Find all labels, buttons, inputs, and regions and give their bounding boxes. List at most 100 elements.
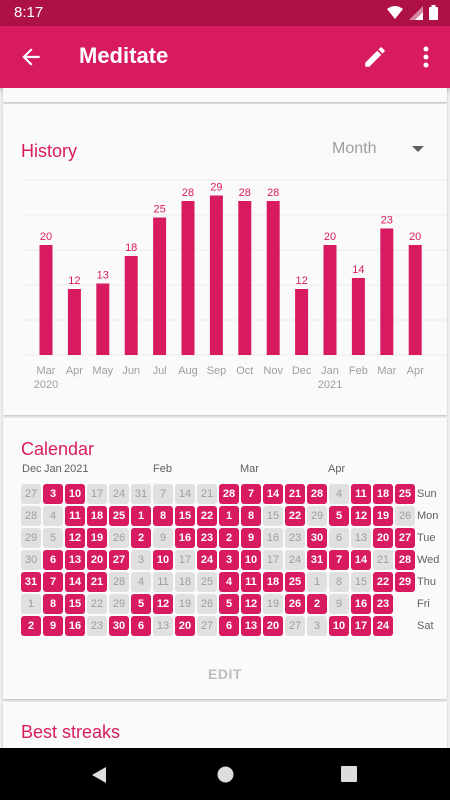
calendar-day-unchecked[interactable]: 8 [329,572,349,592]
calendar-day-checked[interactable]: 8 [153,506,173,526]
calendar-day-checked[interactable]: 13 [65,550,85,570]
calendar-day-unchecked[interactable]: 18 [175,572,195,592]
calendar-day-unchecked[interactable]: 16 [263,528,283,548]
calendar-day-checked[interactable]: 28 [307,484,327,504]
calendar-day-checked[interactable]: 29 [395,572,415,592]
calendar-day-checked[interactable]: 20 [87,550,107,570]
calendar-day-unchecked[interactable]: 15 [351,572,371,592]
calendar-day-checked[interactable]: 1 [219,506,239,526]
calendar-day-unchecked[interactable]: 30 [21,550,41,570]
calendar-day-unchecked[interactable]: 24 [109,484,129,504]
calendar-day-unchecked[interactable]: 11 [153,572,173,592]
calendar-day-checked[interactable]: 18 [373,484,393,504]
calendar-day-checked[interactable]: 16 [65,616,85,636]
period-select[interactable]: Month [332,140,377,157]
calendar-day-checked[interactable]: 11 [241,572,261,592]
calendar-day-checked[interactable]: 15 [65,594,85,614]
calendar-day-checked[interactable]: 21 [285,484,305,504]
nav-back-icon[interactable] [90,766,108,784]
calendar-day-unchecked[interactable]: 1 [21,594,41,614]
calendar-day-checked[interactable]: 28 [395,550,415,570]
calendar-day-checked[interactable]: 2 [219,528,239,548]
calendar-day-checked[interactable]: 31 [21,572,41,592]
calendar-day-unchecked[interactable]: 9 [329,594,349,614]
calendar-day-checked[interactable]: 10 [329,616,349,636]
calendar-day-checked[interactable]: 22 [197,506,217,526]
calendar-day-checked[interactable]: 27 [109,550,129,570]
calendar-day-checked[interactable]: 7 [43,572,63,592]
calendar-day-unchecked[interactable]: 4 [43,506,63,526]
calendar-day-checked[interactable]: 20 [373,528,393,548]
calendar-day-checked[interactable]: 31 [307,550,327,570]
chevron-down-icon[interactable] [412,146,424,152]
calendar-day-unchecked[interactable]: 15 [263,506,283,526]
calendar-day-checked[interactable]: 5 [219,594,239,614]
calendar-day-unchecked[interactable]: 7 [153,484,173,504]
calendar-day-checked[interactable]: 11 [65,506,85,526]
calendar-day-checked[interactable]: 7 [329,550,349,570]
calendar-day-unchecked[interactable]: 13 [153,616,173,636]
calendar-day-checked[interactable]: 12 [153,594,173,614]
calendar-day-checked[interactable]: 3 [219,550,239,570]
calendar-day-checked[interactable]: 16 [351,594,371,614]
calendar-day-checked[interactable]: 20 [175,616,195,636]
calendar-day-checked[interactable]: 2 [131,528,151,548]
calendar-day-checked[interactable]: 14 [263,484,283,504]
scroll-content[interactable]: History Month 20 Mar 2020 12 Apr 13 May 18 Jun 25… [0,88,450,748]
calendar-day-checked[interactable]: 13 [241,616,261,636]
calendar-day-unchecked[interactable]: 19 [263,594,283,614]
calendar-day-checked[interactable]: 24 [373,616,393,636]
calendar-day-unchecked[interactable]: 3 [307,616,327,636]
calendar-day-checked[interactable]: 6 [131,616,151,636]
nav-recents-icon[interactable] [341,766,357,782]
calendar-day-checked[interactable]: 6 [219,616,239,636]
calendar-day-unchecked[interactable]: 19 [175,594,195,614]
calendar-day-unchecked[interactable]: 4 [131,572,151,592]
calendar-day-unchecked[interactable]: 1 [307,572,327,592]
calendar-day-unchecked[interactable]: 29 [21,528,41,548]
calendar-day-checked[interactable]: 14 [65,572,85,592]
calendar-day-checked[interactable]: 25 [285,572,305,592]
calendar-day-unchecked[interactable]: 28 [109,572,129,592]
calendar-day-checked[interactable]: 5 [131,594,151,614]
calendar-day-checked[interactable]: 17 [351,616,371,636]
calendar-day-checked[interactable]: 27 [395,528,415,548]
calendar-day-checked[interactable]: 2 [21,616,41,636]
more-vert-icon[interactable] [418,44,434,70]
calendar-day-checked[interactable]: 22 [373,572,393,592]
calendar-day-checked[interactable]: 25 [395,484,415,504]
calendar-day-unchecked[interactable]: 28 [21,506,41,526]
calendar-day-checked[interactable]: 18 [263,572,283,592]
calendar-day-unchecked[interactable]: 13 [351,528,371,548]
calendar-day-unchecked[interactable]: 29 [307,506,327,526]
calendar-day-checked[interactable]: 30 [307,528,327,548]
calendar-day-unchecked[interactable]: 22 [87,594,107,614]
calendar-day-unchecked[interactable]: 17 [175,550,195,570]
calendar-day-checked[interactable]: 16 [175,528,195,548]
calendar-day-checked[interactable]: 24 [197,550,217,570]
calendar-day-unchecked[interactable]: 4 [329,484,349,504]
calendar-day-checked[interactable]: 8 [43,594,63,614]
calendar-day-checked[interactable]: 30 [109,616,129,636]
pencil-icon[interactable] [362,44,388,70]
calendar-day-checked[interactable]: 23 [197,528,217,548]
calendar-day-unchecked[interactable]: 31 [131,484,151,504]
calendar-day-checked[interactable]: 5 [329,506,349,526]
nav-home-icon[interactable] [217,766,234,783]
calendar-day-checked[interactable]: 12 [65,528,85,548]
calendar-day-checked[interactable]: 1 [131,506,151,526]
calendar-day-checked[interactable]: 28 [219,484,239,504]
calendar-day-unchecked[interactable]: 21 [197,484,217,504]
calendar-day-checked[interactable]: 12 [351,506,371,526]
calendar-day-unchecked[interactable]: 26 [197,594,217,614]
calendar-day-unchecked[interactable]: 26 [109,528,129,548]
calendar-day-unchecked[interactable]: 17 [263,550,283,570]
calendar-day-checked[interactable]: 6 [43,550,63,570]
calendar-day-checked[interactable]: 26 [285,594,305,614]
calendar-day-checked[interactable]: 12 [241,594,261,614]
calendar-day-checked[interactable]: 25 [109,506,129,526]
calendar-day-checked[interactable]: 10 [241,550,261,570]
calendar-day-checked[interactable]: 10 [65,484,85,504]
calendar-day-unchecked[interactable]: 23 [87,616,107,636]
edit-button[interactable]: EDIT [208,666,242,682]
